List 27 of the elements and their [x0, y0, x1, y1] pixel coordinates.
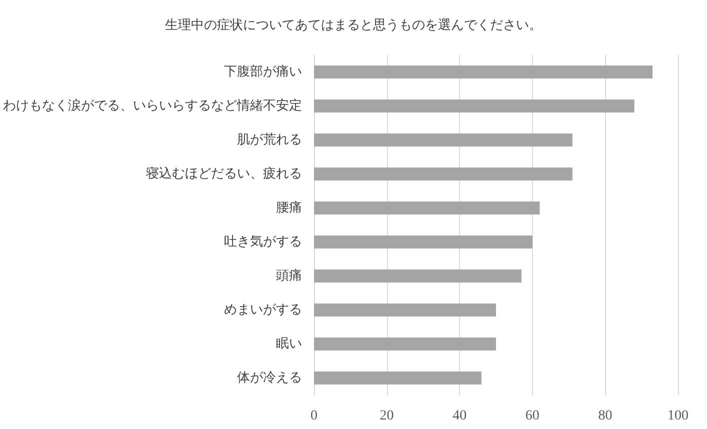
- y-tick-label: 体が冷える: [237, 370, 302, 386]
- bar: [314, 168, 572, 180]
- bar: [314, 304, 496, 316]
- bar: [314, 202, 540, 214]
- x-tick-label: 20: [380, 408, 394, 424]
- chart-title: 生理中の症状についてあてはまると思うものを選んでください。: [165, 18, 542, 33]
- y-tick-label: 肌が荒れる: [237, 132, 302, 148]
- x-tick-label: 0: [310, 408, 318, 424]
- bar: [314, 100, 634, 112]
- y-tick-label: 腰痛: [276, 200, 302, 216]
- y-tick-label: 下腹部が痛い: [224, 64, 302, 80]
- bar: [314, 270, 522, 282]
- x-tick-label: 100: [668, 408, 688, 424]
- y-tick-label: 吐き気がする: [224, 234, 302, 250]
- bar: [314, 372, 482, 384]
- x-tick-label: 80: [598, 408, 612, 424]
- bar: [314, 66, 653, 78]
- bar: [314, 134, 572, 146]
- y-tick-label: 頭痛: [276, 268, 302, 284]
- y-tick-label: 眠い: [276, 336, 302, 352]
- x-tick-label: 60: [525, 408, 540, 424]
- bar: [314, 338, 496, 350]
- y-tick-label: めまいがする: [224, 302, 302, 318]
- x-tick-label: 40: [452, 408, 467, 424]
- y-tick-label: わけもなく涙がでる、いらいらするなど情緒不安定: [3, 98, 302, 114]
- bar: [314, 236, 532, 248]
- y-tick-label: 寝込むほどだるい、疲れる: [146, 166, 302, 182]
